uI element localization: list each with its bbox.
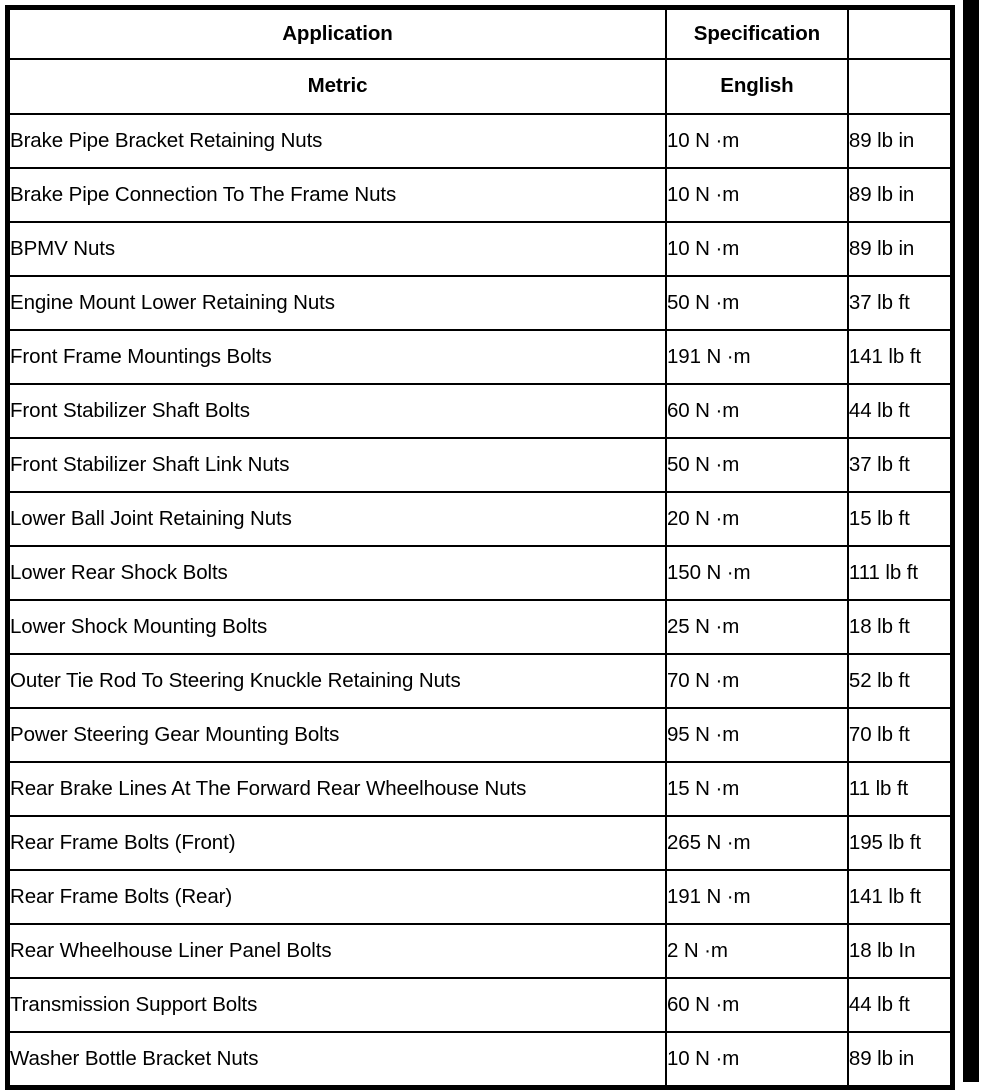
cell-english-torque: 89 lb in — [846, 167, 954, 223]
column-header-blank-primary — [846, 6, 954, 60]
cell-application: Lower Rear Shock Bolts — [6, 545, 667, 601]
cell-metric-torque: 10 N ·m — [664, 113, 849, 169]
cell-english-torque: 44 lb ft — [846, 383, 954, 439]
cell-english-torque: 18 lb ft — [846, 599, 954, 655]
cell-application: Brake Pipe Bracket Retaining Nuts — [6, 113, 667, 169]
cell-english-torque: 52 lb ft — [846, 653, 954, 709]
table-body: Brake Pipe Bracket Retaining Nuts 10 N ·m… — [6, 113, 954, 1089]
table-head: Application Specification Metric English — [6, 6, 954, 115]
table-row: Brake Pipe Bracket Retaining Nuts 10 N ·m… — [6, 113, 954, 169]
table-row: Rear Frame Bolts (Rear) 191 N ·m 141 lb ft — [6, 869, 954, 925]
column-header-application: Application — [6, 6, 667, 60]
cell-application: Rear Wheelhouse Liner Panel Bolts — [6, 923, 667, 979]
cell-application: Engine Mount Lower Retaining Nuts — [6, 275, 667, 331]
cell-application: Rear Frame Bolts (Rear) — [6, 869, 667, 925]
cell-english-torque: 89 lb in — [846, 1031, 954, 1089]
table-row: Rear Wheelhouse Liner Panel Bolts 2 N ·m 1… — [6, 923, 954, 979]
cell-metric-torque: 191 N ·m — [664, 869, 849, 925]
cell-metric-torque: 95 N ·m — [664, 707, 849, 763]
cell-application: Lower Ball Joint Retaining Nuts — [6, 491, 667, 547]
table-row: Lower Ball Joint Retaining Nuts 20 N ·m 15… — [6, 491, 954, 547]
table-row: Washer Bottle Bracket Nuts 10 N ·m 89 lb i… — [6, 1031, 954, 1089]
cell-english-torque: 37 lb ft — [846, 275, 954, 331]
torque-specification-table: Application Specification Metric English… — [5, 5, 955, 1090]
cell-metric-torque: 265 N ·m — [664, 815, 849, 871]
cell-application: Lower Shock Mounting Bolts — [6, 599, 667, 655]
header-row-primary: Application Specification — [6, 6, 954, 60]
column-header-blank-secondary — [846, 58, 954, 115]
cell-application: Rear Frame Bolts (Front) — [6, 815, 667, 871]
cell-application: Power Steering Gear Mounting Bolts — [6, 707, 667, 763]
cell-metric-torque: 60 N ·m — [664, 977, 849, 1033]
cell-metric-torque: 10 N ·m — [664, 1031, 849, 1089]
cell-metric-torque: 60 N ·m — [664, 383, 849, 439]
page-edge-bar — [963, 0, 979, 1082]
table-row: Engine Mount Lower Retaining Nuts 50 N ·m… — [6, 275, 954, 331]
cell-metric-torque: 25 N ·m — [664, 599, 849, 655]
cell-application: BPMV Nuts — [6, 221, 667, 277]
cell-metric-torque: 2 N ·m — [664, 923, 849, 979]
column-header-metric: Metric — [6, 58, 667, 115]
cell-metric-torque: 50 N ·m — [664, 275, 849, 331]
table-row: Power Steering Gear Mounting Bolts 95 N ·… — [6, 707, 954, 763]
cell-application: Washer Bottle Bracket Nuts — [6, 1031, 667, 1089]
column-header-specification: Specification — [664, 6, 849, 60]
cell-english-torque: 89 lb in — [846, 113, 954, 169]
cell-metric-torque: 150 N ·m — [664, 545, 849, 601]
cell-application: Rear Brake Lines At The Forward Rear Whe… — [6, 761, 667, 817]
cell-english-torque: 37 lb ft — [846, 437, 954, 493]
table-row: Front Frame Mountings Bolts 191 N ·m 141 l… — [6, 329, 954, 385]
table-row: Transmission Support Bolts 60 N ·m 44 lb f… — [6, 977, 954, 1033]
table-row: Brake Pipe Connection To The Frame Nuts 1… — [6, 167, 954, 223]
table-row: Outer Tie Rod To Steering Knuckle Retain… — [6, 653, 954, 709]
cell-english-torque: 11 lb ft — [846, 761, 954, 817]
cell-english-torque: 141 lb ft — [846, 869, 954, 925]
cell-english-torque: 70 lb ft — [846, 707, 954, 763]
cell-english-torque: 89 lb in — [846, 221, 954, 277]
cell-application: Front Frame Mountings Bolts — [6, 329, 667, 385]
table-row: Front Stabilizer Shaft Bolts 60 N ·m 44 lb… — [6, 383, 954, 439]
cell-application: Front Stabilizer Shaft Bolts — [6, 383, 667, 439]
cell-english-torque: 111 lb ft — [846, 545, 954, 601]
cell-metric-torque: 10 N ·m — [664, 167, 849, 223]
table-row: Lower Rear Shock Bolts 150 N ·m 111 lb ft — [6, 545, 954, 601]
table-row: Front Stabilizer Shaft Link Nuts 50 N ·m 3… — [6, 437, 954, 493]
cell-metric-torque: 15 N ·m — [664, 761, 849, 817]
cell-metric-torque: 70 N ·m — [664, 653, 849, 709]
cell-application: Outer Tie Rod To Steering Knuckle Retain… — [6, 653, 667, 709]
cell-metric-torque: 191 N ·m — [664, 329, 849, 385]
cell-english-torque: 141 lb ft — [846, 329, 954, 385]
table-row: Rear Frame Bolts (Front) 265 N ·m 195 lb f… — [6, 815, 954, 871]
table-row: Rear Brake Lines At The Forward Rear Whe… — [6, 761, 954, 817]
cell-metric-torque: 10 N ·m — [664, 221, 849, 277]
column-header-english: English — [664, 58, 849, 115]
cell-application: Brake Pipe Connection To The Frame Nuts — [6, 167, 667, 223]
cell-application: Front Stabilizer Shaft Link Nuts — [6, 437, 667, 493]
header-row-secondary: Metric English — [6, 58, 954, 115]
cell-metric-torque: 20 N ·m — [664, 491, 849, 547]
table-row: BPMV Nuts 10 N ·m 89 lb in — [6, 221, 954, 277]
cell-english-torque: 195 lb ft — [846, 815, 954, 871]
cell-english-torque: 44 lb ft — [846, 977, 954, 1033]
cell-english-torque: 18 lb In — [846, 923, 954, 979]
cell-metric-torque: 50 N ·m — [664, 437, 849, 493]
cell-application: Transmission Support Bolts — [6, 977, 667, 1033]
table-row: Lower Shock Mounting Bolts 25 N ·m 18 lb f… — [6, 599, 954, 655]
cell-english-torque: 15 lb ft — [846, 491, 954, 547]
